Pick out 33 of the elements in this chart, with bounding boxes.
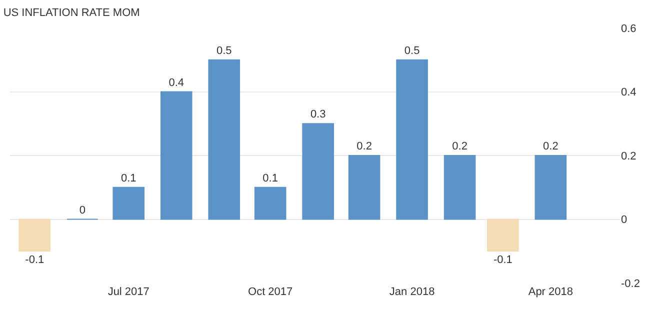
bar (160, 91, 192, 220)
bar (18, 218, 51, 252)
bar (208, 59, 240, 220)
data-label: 0.1 (120, 172, 136, 184)
y-tick-label: 0.6 (621, 22, 636, 35)
data-label: 0.1 (262, 172, 278, 184)
bar (302, 123, 334, 220)
data-label: 0.5 (404, 44, 420, 57)
y-tick-label: 0.2 (621, 150, 636, 162)
data-label: -0.1 (493, 254, 512, 266)
data-label: 0 (79, 204, 86, 216)
x-tick-label: Apr 2018 (528, 286, 574, 298)
y-tick-label: 0.4 (621, 86, 636, 99)
data-label: -0.1 (25, 254, 44, 266)
bar (487, 218, 519, 252)
chart-title: US INFLATION RATE MOM (3, 6, 140, 19)
x-tick-label: Jan 2018 (389, 286, 435, 298)
bar (112, 186, 145, 220)
bar (254, 186, 286, 220)
data-label: 0.3 (310, 108, 326, 121)
data-label: 0.2 (543, 140, 558, 152)
data-label: 0.2 (452, 140, 468, 152)
bar (444, 155, 476, 220)
data-label: 0.4 (168, 76, 184, 89)
x-tick-label: Oct 2017 (248, 286, 293, 298)
x-tick-label: Jul 2017 (108, 286, 150, 298)
y-tick-label: 0 (621, 214, 628, 226)
data-label: 0.5 (216, 44, 232, 57)
bar (534, 155, 567, 220)
data-label: 0.2 (356, 140, 372, 152)
y-tick-label: -0.2 (621, 278, 640, 290)
bar (348, 155, 380, 220)
bar (396, 59, 428, 220)
